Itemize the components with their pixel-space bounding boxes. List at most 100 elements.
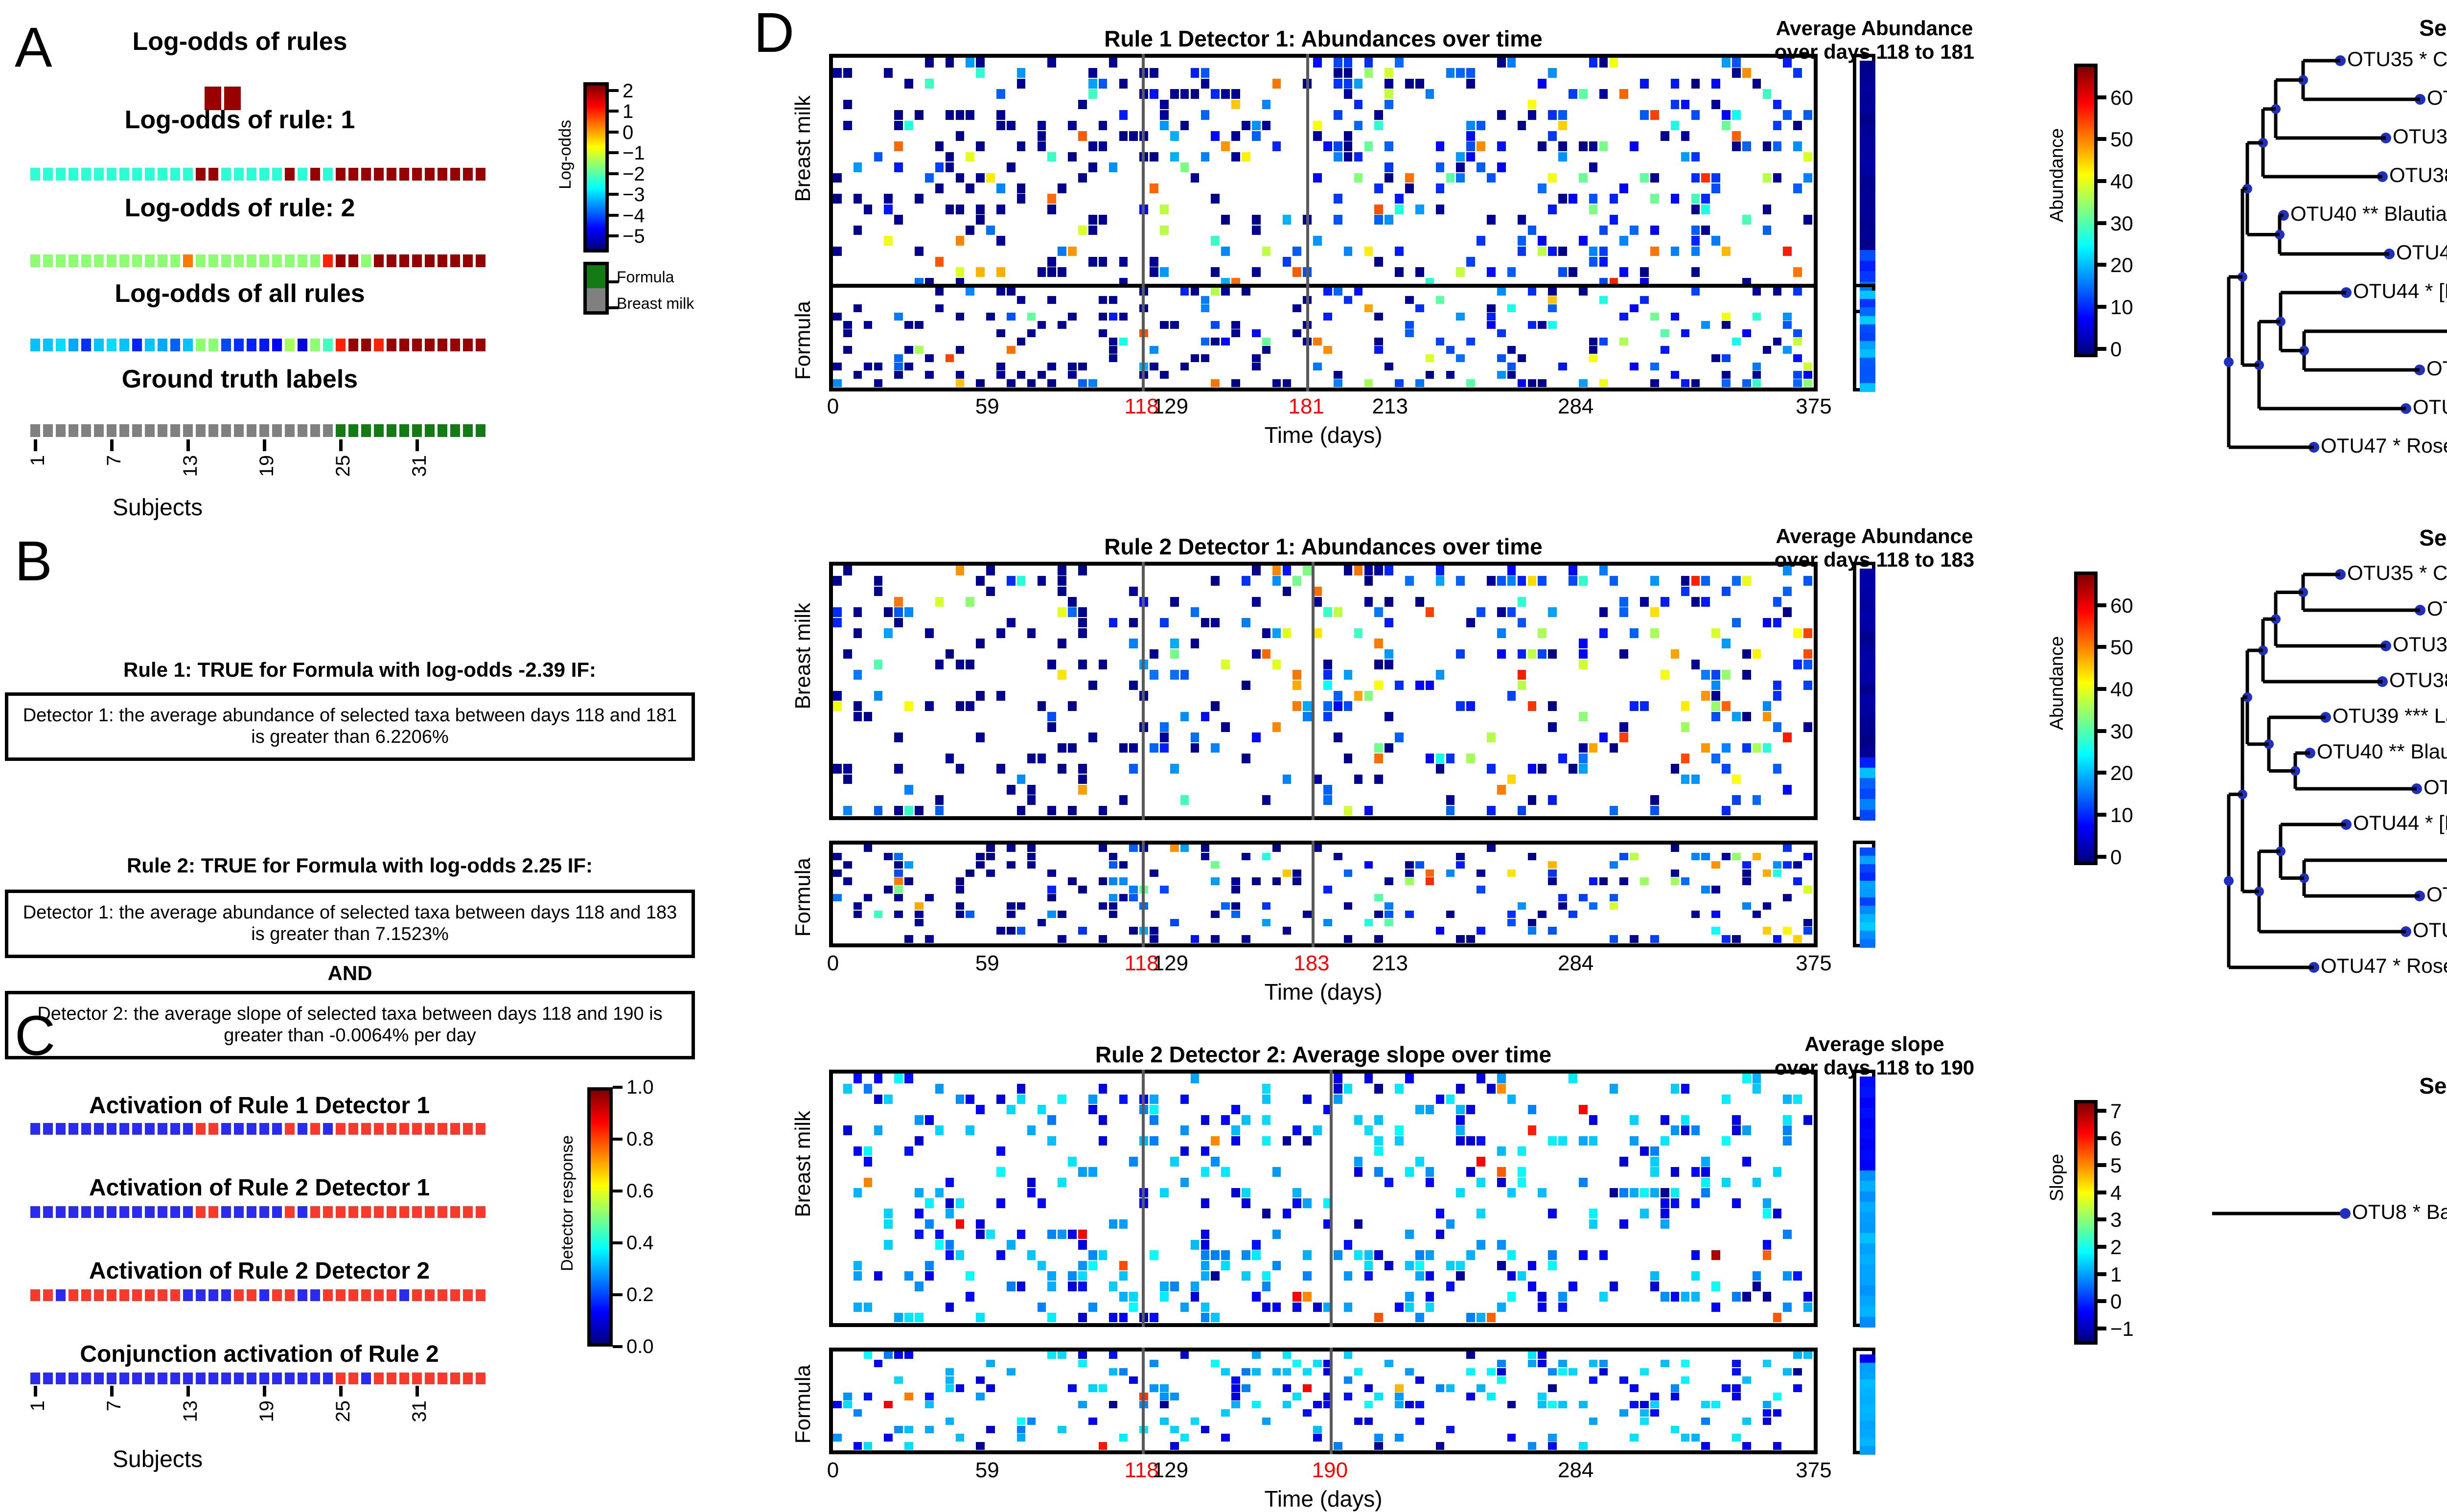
heatmap-cell [1088, 680, 1097, 690]
heatmap-cell [1242, 120, 1250, 131]
heatmap-cell [1783, 1368, 1792, 1376]
heatmap-cell [1599, 338, 1608, 345]
cell [205, 87, 221, 110]
cell [399, 1289, 409, 1301]
heatmap-cell [1599, 58, 1608, 68]
heatmap-cell [945, 58, 954, 68]
heatmap-cell [1385, 597, 1393, 607]
heatmap-cell [874, 379, 883, 387]
heatmap-cell [1180, 1125, 1189, 1135]
heatmap-cell [924, 1401, 934, 1409]
panel-c-xtick-label: 31 [409, 1400, 430, 1422]
heatmap-cell [1180, 1094, 1189, 1104]
heatmap-cell [924, 1393, 934, 1400]
panel-c-colorbar-tick [613, 1293, 623, 1296]
panel-d-colorbar-tick [2096, 346, 2106, 351]
heatmap-cell [1773, 680, 1782, 690]
heatmap-cell [833, 607, 842, 617]
cell [425, 1289, 435, 1301]
window-boundary-start [1141, 1348, 1145, 1454]
panel-c-colorbar-tick-label: 0.8 [626, 1128, 654, 1150]
heatmap-cell [1507, 1094, 1516, 1104]
cell [81, 1373, 91, 1384]
heatmap-cell [1691, 1271, 1700, 1281]
heatmap-cell [1762, 1198, 1772, 1208]
average-cell [1860, 1438, 1875, 1446]
heatmap-cell [1058, 586, 1066, 596]
heatmap-cell [1221, 141, 1230, 152]
heatmap-cell [1293, 1292, 1302, 1302]
heatmap-cell [1466, 1136, 1475, 1146]
cell [183, 254, 193, 267]
heatmap-cell [935, 256, 944, 267]
heatmap-cell [1732, 1292, 1741, 1302]
heatmap-cell [1293, 267, 1302, 277]
heatmap-cell [1395, 204, 1404, 214]
heatmap-cell [996, 371, 1005, 379]
panel-a-row-title-4: Ground truth labels [121, 365, 358, 393]
heatmap-cell [1170, 1425, 1179, 1433]
heatmap-cell [1395, 680, 1404, 690]
heatmap-cell [996, 1167, 1005, 1177]
heatmap-cell [1569, 1368, 1577, 1376]
heatmap-cell [1385, 215, 1393, 225]
heatmap-cell [1578, 141, 1588, 152]
heatmap-cell [1691, 852, 1700, 861]
average-cell [1860, 218, 1875, 229]
heatmap-cell [1773, 861, 1782, 869]
heatmap-cell [1446, 754, 1455, 763]
heatmap-cell [1016, 296, 1026, 304]
heatmap-cell [1395, 1384, 1404, 1392]
heatmap-cell [1691, 379, 1700, 387]
heatmap-cell [1231, 1188, 1240, 1198]
heatmap-cell [1333, 141, 1342, 152]
heatmap-cell [1497, 371, 1506, 379]
heatmap-cell [1231, 1376, 1240, 1384]
cell [234, 1123, 244, 1135]
heatmap-cell [894, 141, 903, 152]
heatmap-cell [1231, 99, 1240, 110]
heatmap-cell [1374, 680, 1384, 690]
panel-b-rule2-detector2-text: Detector 2: the average slope of selecte… [37, 1004, 663, 1046]
heatmap-cell [1333, 379, 1342, 387]
heatmap-cell [1088, 78, 1097, 89]
heatmap-cell [1047, 1271, 1057, 1281]
heatmap-cell [1670, 120, 1680, 131]
panel-d-average-strip-0-breast-milk [1853, 54, 1875, 314]
heatmap-cell [1415, 1401, 1424, 1409]
heatmap-cell [1722, 743, 1731, 753]
heatmap-cell [1497, 1359, 1506, 1368]
heatmap-cell [1681, 99, 1690, 110]
heatmap-cell [1405, 78, 1414, 89]
heatmap-cell [1160, 321, 1169, 329]
heatmap-cell [1088, 1302, 1097, 1312]
heatmap-cell [1200, 338, 1210, 345]
panel-a-colorbar-tick-label: −2 [623, 163, 645, 185]
heatmap-cell [955, 1094, 965, 1104]
heatmap-cell [1150, 1136, 1158, 1146]
heatmap-cell [1200, 152, 1210, 162]
heatmap-cell [853, 628, 862, 638]
cell [56, 1123, 66, 1135]
panel-c-colorbar [587, 1087, 613, 1347]
heatmap-cell [1497, 162, 1506, 172]
heatmap-cell [1589, 256, 1598, 267]
heatmap-cell [1251, 1292, 1261, 1302]
heatmap-cell [1711, 927, 1720, 935]
heatmap-cell [1752, 1282, 1761, 1291]
heatmap-cell [894, 852, 903, 861]
heatmap-cell [996, 183, 1005, 193]
heatmap-cell [1425, 371, 1434, 379]
heatmap-cell [1773, 691, 1782, 701]
heatmap-cell [1773, 120, 1782, 131]
heatmap-cell [1722, 1177, 1731, 1188]
heatmap-cell [1364, 1250, 1373, 1260]
heatmap-cell [1374, 1115, 1384, 1125]
cell [119, 1206, 129, 1218]
heatmap-cell [1078, 1359, 1087, 1368]
heatmap-cell [1578, 1442, 1588, 1450]
heatmap-cell [1507, 363, 1516, 370]
heatmap-cell [1251, 1401, 1261, 1409]
heatmap-cell [1200, 1260, 1210, 1271]
heatmap-cell [986, 225, 995, 235]
